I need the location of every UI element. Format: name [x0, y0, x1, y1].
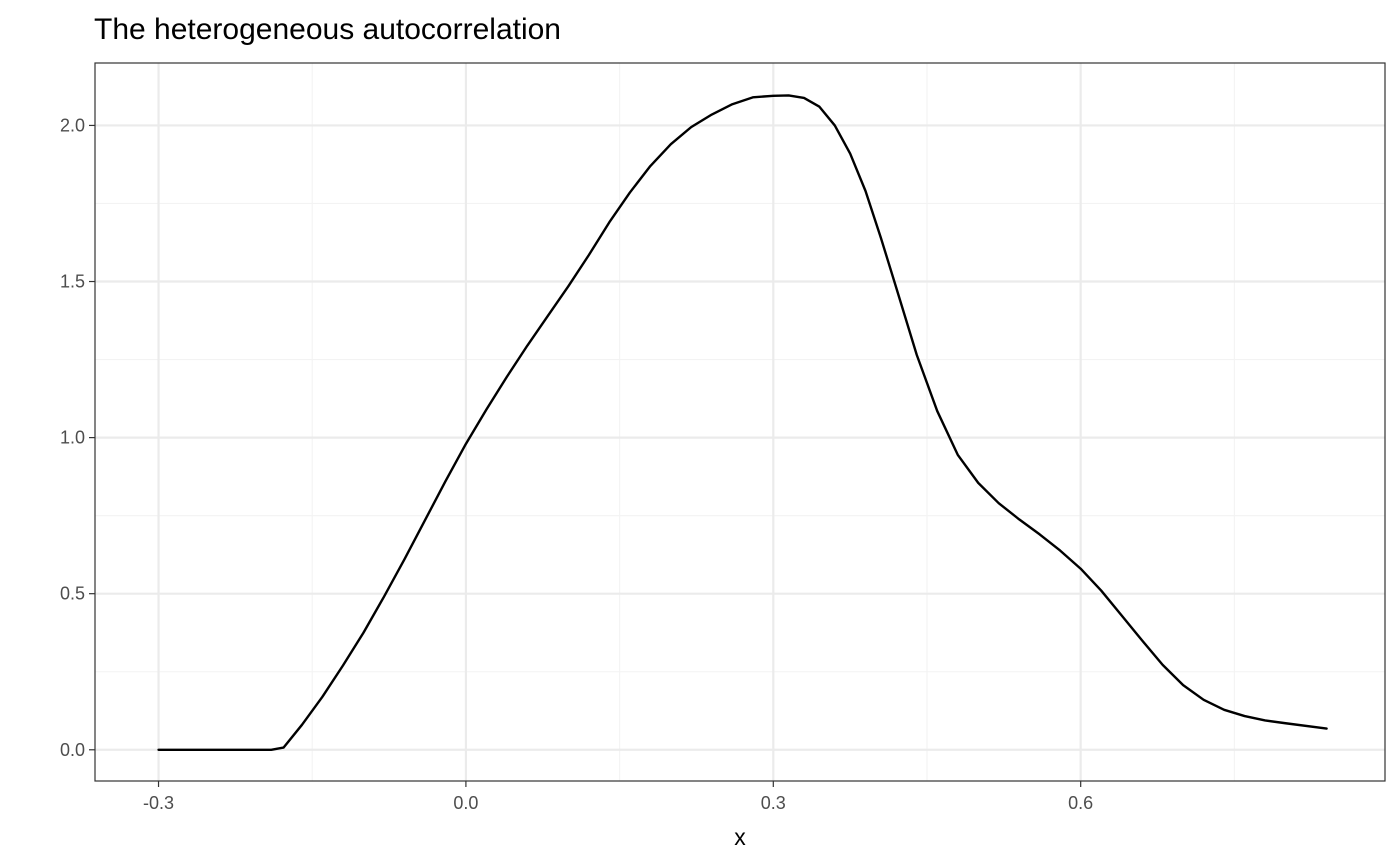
- x-tick-label: 0.3: [761, 793, 786, 813]
- grid: [95, 63, 1385, 781]
- y-tick-label: 2.0: [60, 115, 85, 135]
- y-tick-label: 0.5: [60, 584, 85, 604]
- x-axis: -0.3 0.0 0.3 0.6: [143, 781, 1093, 813]
- x-axis-title: x: [734, 824, 746, 850]
- x-tick-label: 0.0: [453, 793, 478, 813]
- y-axis: 0.0 0.5 1.0 1.5 2.0: [60, 115, 95, 760]
- y-tick-label: 1.5: [60, 272, 85, 292]
- x-tick-label: -0.3: [143, 793, 174, 813]
- y-tick-label: 1.0: [60, 428, 85, 448]
- x-tick-label: 0.6: [1068, 793, 1093, 813]
- y-tick-label: 0.0: [60, 740, 85, 760]
- plot-panel-border: [94, 62, 1386, 782]
- series-line: [157, 94, 1328, 751]
- chart-title: The heterogeneous autocorrelation: [94, 13, 561, 46]
- series-layer: [157, 94, 1328, 751]
